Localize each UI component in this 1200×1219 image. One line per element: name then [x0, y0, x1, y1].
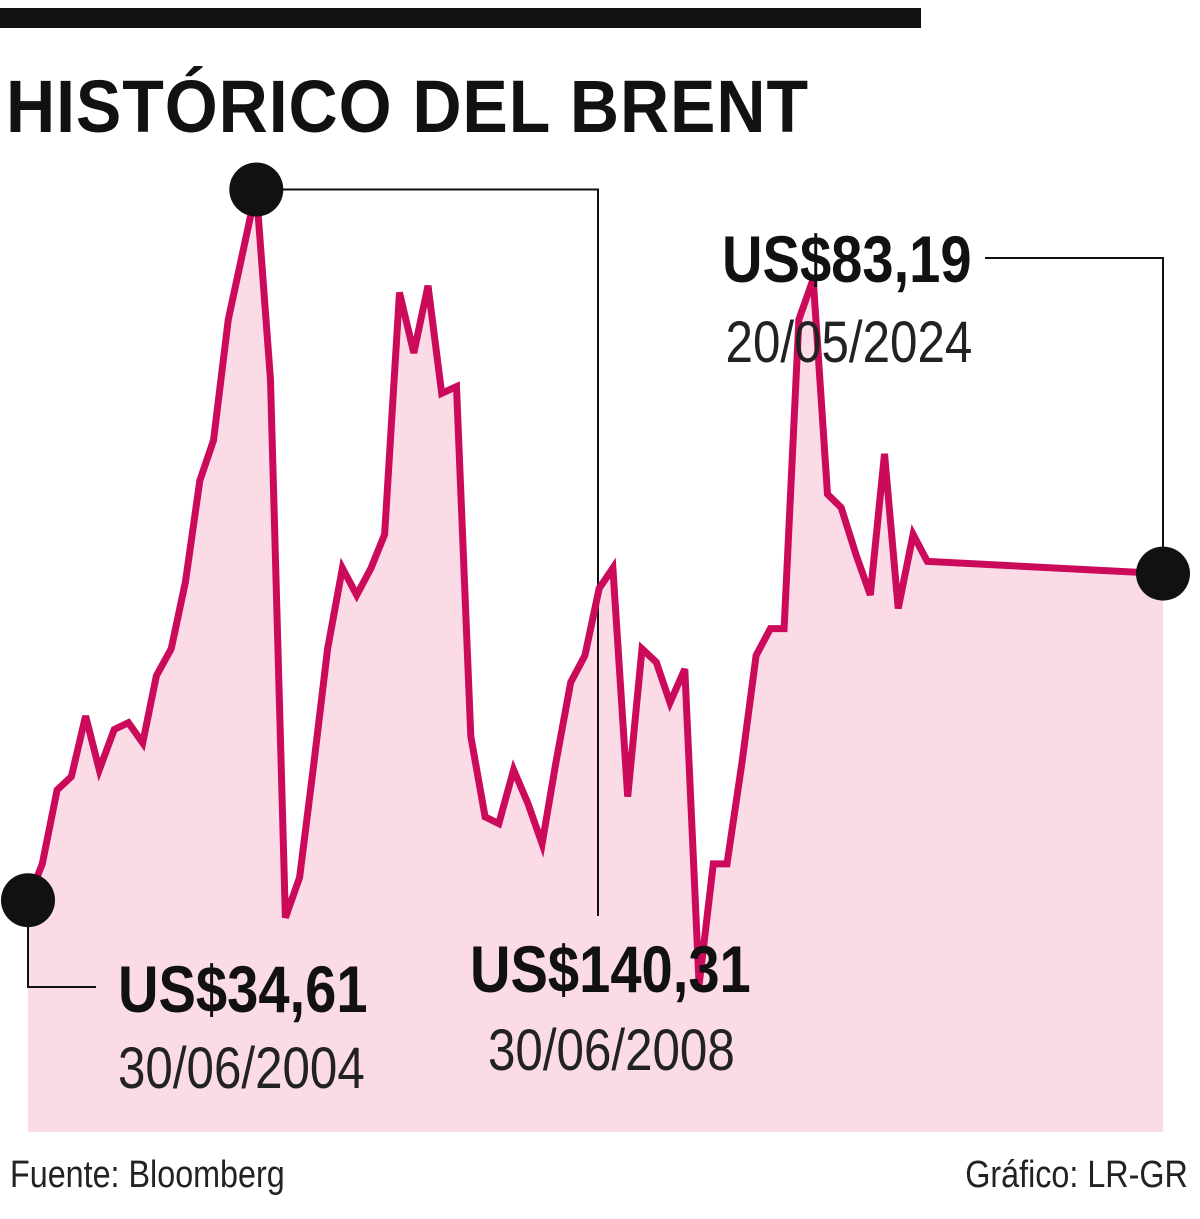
last-marker [1136, 546, 1190, 601]
price-line [24, 188, 1164, 986]
peak-date-label: 30/06/2008 [488, 1018, 735, 1083]
start-value-label: US$34,61 [118, 952, 368, 1026]
start-leader-line [27, 900, 96, 988]
price-area [28, 189, 1163, 1132]
start-date-label: 30/06/2004 [118, 1036, 365, 1101]
start-marker [1, 873, 55, 928]
last-date-label: 20/05/2024 [725, 310, 972, 375]
source-label: Fuente: Bloomberg [10, 1154, 285, 1196]
peak-leader-line [256, 188, 599, 916]
top-rule [0, 8, 921, 28]
peak-marker [229, 162, 284, 217]
annotation-leaders [27, 188, 1164, 988]
chart-title: HISTÓRICO DEL BRENT [6, 65, 809, 148]
last-leader-line [985, 257, 1164, 574]
highlight-markers [1, 162, 1190, 928]
credit-label: Gráfico: LR-GR [965, 1154, 1188, 1196]
peak-value-label: US$140,31 [470, 932, 751, 1006]
last-value-label: US$83,19 [722, 222, 972, 296]
